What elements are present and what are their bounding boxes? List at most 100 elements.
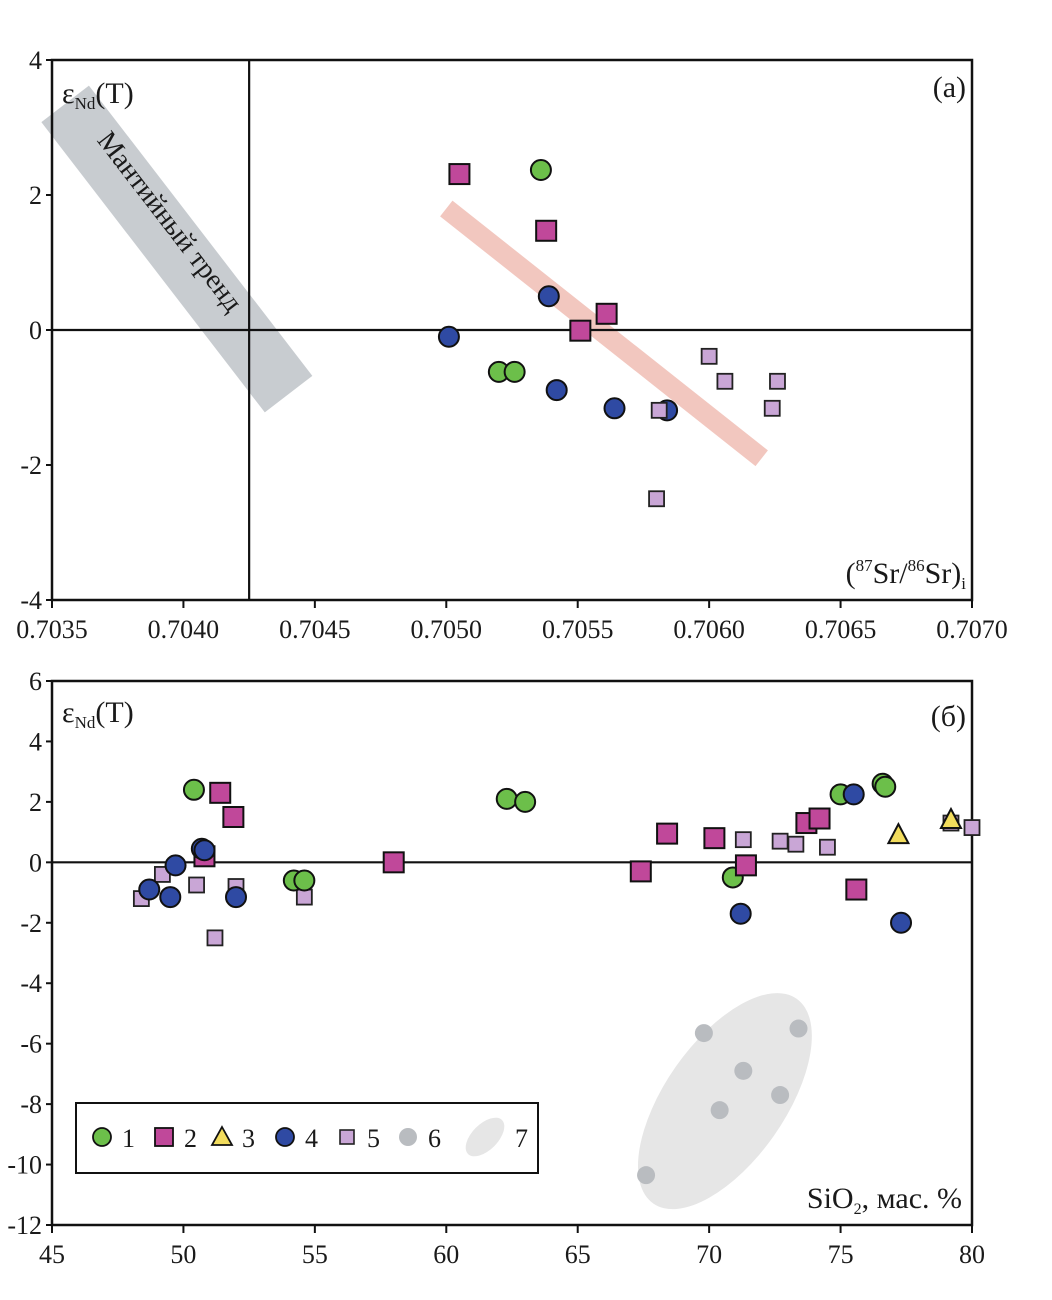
point-series-1	[495, 787, 518, 810]
point-series-6	[771, 1086, 790, 1105]
b-field-7	[637, 993, 812, 1210]
a-xlabel-sup1: 87	[856, 556, 874, 575]
a-y-tick-label: 4	[29, 46, 42, 75]
a-xlabel-mid: Sr/	[873, 557, 909, 590]
b-ylabel-sub: Nd	[75, 713, 96, 732]
point-series-2	[656, 822, 679, 845]
point-series-4	[890, 911, 913, 934]
legend-label-7: 7	[515, 1124, 528, 1153]
plot-frame	[50, 679, 974, 1227]
point-series-2	[845, 878, 868, 901]
a-ticks: 0.7035 0.7040 0.7045 0.7050 0.7055 0.7060 0.70…	[16, 46, 1008, 644]
point-series-4	[603, 397, 626, 420]
a-y-tick-label: -2	[20, 451, 42, 480]
panel-a: Мантийный тренд 0.7035 0.7040 0.7045 0.7050…	[16, 46, 1008, 644]
legend-label-2: 2	[184, 1124, 197, 1153]
b-x-tick-label: 50	[170, 1240, 196, 1269]
point-series-6	[734, 1061, 753, 1080]
point-series-3	[939, 806, 963, 830]
b-panel-label: (б)	[931, 700, 966, 733]
point-series-4	[164, 854, 187, 877]
point-series-5	[819, 838, 836, 856]
b-y-tick-label: -6	[20, 1030, 42, 1059]
point-series-4	[842, 783, 865, 806]
point-series-2	[703, 827, 726, 850]
point-series-5	[769, 372, 786, 390]
legend-label-5: 5	[367, 1124, 380, 1153]
point-series-2	[595, 302, 618, 325]
a-x-tick-label: 0.7035	[16, 615, 88, 644]
b-xlabel-tail: , мас. %	[862, 1182, 962, 1215]
legend-marker-2	[154, 1127, 174, 1147]
b-y-tick-label: -8	[20, 1090, 42, 1119]
point-series-4	[537, 285, 560, 308]
point-series-5	[188, 876, 205, 894]
a-x-axis-title: (87Sr/86Sr)i	[846, 556, 967, 593]
legend-label-3: 3	[242, 1124, 255, 1153]
point-series-2	[629, 860, 652, 883]
point-series-2	[382, 851, 405, 874]
a-x-tick-label: 0.7065	[805, 615, 877, 644]
a-ylabel-main: ε	[62, 77, 75, 110]
a-y-axis-title: εNd(T)	[62, 77, 134, 113]
b-x-tick-label: 70	[696, 1240, 722, 1269]
point-series-4	[225, 886, 247, 909]
a-points	[437, 159, 786, 508]
point-series-3	[886, 821, 911, 845]
legend-label-4: 4	[305, 1124, 318, 1153]
point-series-5	[763, 399, 781, 417]
a-y-tick-label: -4	[20, 586, 42, 615]
point-series-5	[963, 819, 981, 836]
legend-marker-1	[92, 1127, 112, 1147]
point-series-5	[787, 835, 805, 853]
a-y-tick-label: 2	[29, 181, 42, 210]
a-xlabel-open: (	[846, 557, 856, 590]
a-ylabel-tail: (T)	[95, 77, 133, 110]
mantle-trend-band	[41, 85, 313, 413]
b-ylabel-tail: (T)	[95, 696, 133, 729]
a-x-tick-label: 0.7050	[411, 615, 483, 644]
a-x-tick-label: 0.7040	[148, 615, 220, 644]
b-y-tick-label: -4	[20, 969, 42, 998]
point-series-1	[503, 360, 526, 383]
point-series-4	[193, 839, 216, 862]
b-y-tick-label: -12	[7, 1211, 42, 1240]
b-y-tick-label: 0	[29, 848, 42, 877]
point-series-5	[734, 831, 752, 849]
point-series-5	[716, 372, 734, 390]
point-series-2	[209, 781, 232, 804]
a-ylabel-sub: Nd	[75, 94, 96, 113]
a-x-tick-label: 0.7060	[673, 615, 745, 644]
b-y-tick-label: 6	[29, 667, 42, 696]
point-series-4	[159, 886, 182, 909]
field-7-ellipse	[637, 993, 812, 1210]
point-series-6	[710, 1101, 729, 1120]
a-panel-label: (a)	[933, 71, 966, 104]
point-series-2	[734, 854, 757, 877]
a-x-tick-label: 0.7045	[279, 615, 351, 644]
legend-marker-5	[339, 1129, 355, 1145]
point-series-1	[182, 778, 205, 801]
point-series-1	[514, 790, 537, 813]
point-series-1	[874, 775, 897, 798]
b-y-axis-title: εNd(T)	[62, 696, 134, 732]
point-series-4	[437, 325, 460, 348]
point-series-2	[569, 319, 592, 342]
legend-label-1: 1	[122, 1124, 135, 1153]
point-series-2	[808, 807, 831, 830]
legend-marker-4	[275, 1127, 295, 1147]
legend-box	[75, 1102, 539, 1174]
a-xlabel-sup2: 86	[908, 556, 925, 575]
b-frame	[50, 679, 974, 1227]
a-x-tick-label: 0.7070	[936, 615, 1008, 644]
b-y-tick-label: -10	[7, 1151, 42, 1180]
a-y-tick-label: 0	[29, 316, 42, 345]
point-series-5	[648, 490, 665, 508]
a-xlabel-tail: Sr)	[925, 557, 962, 590]
b-x-tick-label: 75	[828, 1240, 854, 1269]
b-x-tick-label: 65	[565, 1240, 591, 1269]
point-series-5	[771, 832, 789, 850]
